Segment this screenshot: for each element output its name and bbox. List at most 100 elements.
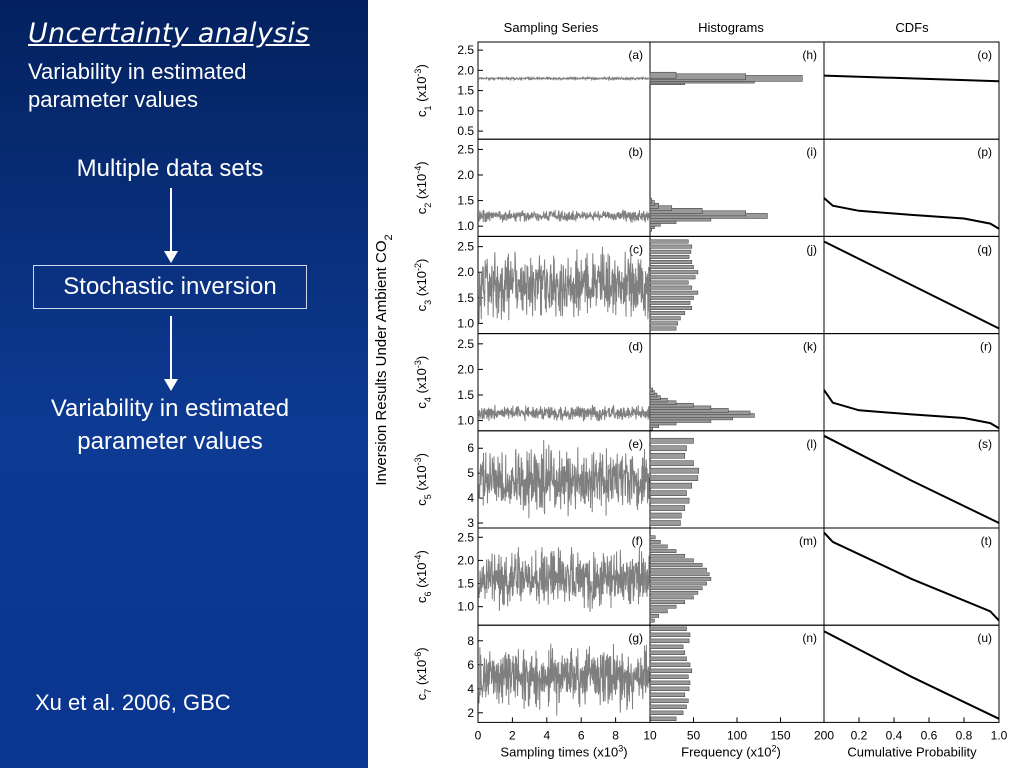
histogram-bar-j — [649, 316, 681, 321]
ytick-label: 1.0 — [457, 600, 474, 614]
sampling-series-c — [478, 246, 650, 324]
xlabel-close: ) — [777, 744, 781, 759]
flow-step-stochastic-inversion: Stochastic inversion — [33, 265, 307, 309]
cdf-curve-t — [823, 531, 1000, 622]
ytick-label: 2.5 — [457, 240, 474, 254]
xlabel-close: ) — [623, 744, 627, 759]
ytick-label: 6 — [467, 658, 474, 672]
row-ylabel-part: ) — [414, 64, 429, 68]
histogram-bar-m — [649, 544, 668, 549]
ytick-label: 2.5 — [457, 530, 474, 544]
row-ylabel-0: c1 (x10-3) — [413, 64, 433, 117]
histogram-bar-m — [649, 558, 694, 563]
panel-letter-r: (r) — [980, 340, 992, 354]
panel-letter-u: (u) — [977, 631, 992, 645]
row-ylabel-part: -4 — [413, 166, 423, 174]
panel-letter-q: (q) — [977, 242, 992, 256]
xtick-label: 150 — [770, 728, 790, 742]
histogram-bar-m — [649, 540, 661, 544]
xtick-label: 0.2 — [851, 728, 868, 742]
sampling-series-d — [478, 404, 650, 422]
panel-letter-a: (a) — [628, 48, 643, 62]
histogram-bar-j — [649, 326, 677, 331]
column-title-2: CDFs — [895, 20, 929, 35]
row-ylabel-part: ) — [414, 161, 429, 165]
panel-letter-e: (e) — [628, 437, 643, 451]
xlabel-0: Sampling times (x103) — [500, 743, 627, 759]
row-ylabel-3: c4 (x10-3) — [413, 356, 433, 409]
panel-frame-1-2 — [823, 138, 1000, 237]
panel-letter-l: (l) — [806, 437, 817, 451]
panel-letter-n: (n) — [802, 631, 817, 645]
row-ylabel-part: ) — [414, 453, 429, 457]
flow-arrow-2-head — [164, 379, 178, 391]
panel-letter-p: (p) — [977, 145, 992, 159]
row-ylabel-part: (x10 — [414, 465, 429, 494]
histogram-bar-j — [649, 275, 696, 280]
ytick-label: 2.0 — [457, 168, 474, 182]
row-ylabel-6: c7 (x10-6) — [413, 647, 433, 700]
sampling-series-e — [478, 439, 650, 519]
panel-letter-d: (d) — [628, 340, 643, 354]
row-ylabel-part: 3 — [423, 300, 433, 305]
row-ylabel-part: 2 — [423, 203, 433, 208]
ytick-label: 2.0 — [457, 553, 474, 567]
histogram-bar-m — [649, 614, 659, 618]
panel-letter-i: (i) — [806, 145, 817, 159]
xtick-label: 0.6 — [921, 728, 938, 742]
histogram-bar-m — [649, 590, 699, 595]
row-ylabel-part: ) — [414, 356, 429, 360]
panel-frame-3-2 — [823, 333, 1000, 432]
row-ylabel-part: (x10 — [414, 271, 429, 300]
histogram-bar-n — [649, 692, 686, 697]
row-ylabel-part: (x10 — [414, 77, 429, 106]
row-ylabel-part: c — [414, 402, 429, 409]
ytick-label: 3 — [467, 516, 474, 530]
histogram-bar-l — [649, 452, 686, 459]
row-ylabel-part: -3 — [413, 457, 423, 465]
row-ylabel-part: -3 — [413, 360, 423, 368]
row-ylabel-part: 4 — [423, 397, 433, 402]
xtick-label: 6 — [578, 728, 585, 742]
histogram-bar-i — [649, 197, 652, 204]
histogram-bar-n — [649, 638, 690, 643]
row-ylabel-part: c — [414, 499, 429, 506]
histogram-bar-j — [649, 321, 679, 326]
xtick-label: 8 — [612, 728, 619, 742]
histogram-bar-n — [649, 680, 691, 685]
histogram-bar-n — [649, 698, 689, 703]
panel-letter-s: (s) — [978, 437, 992, 451]
row-ylabel-part: c — [414, 207, 429, 214]
panel-frame-6-2 — [823, 624, 1000, 723]
xtick-label: 0.8 — [956, 728, 973, 742]
histogram-bar-l — [649, 505, 686, 511]
histogram-bar-m — [649, 572, 710, 577]
panel-frame-5-1 — [649, 527, 825, 626]
xlabel-text: Frequency (x10 — [681, 744, 771, 759]
ytick-label: 2.0 — [457, 265, 474, 279]
ytick-label: 2.5 — [457, 142, 474, 156]
row-ylabel-part: c — [414, 596, 429, 603]
histogram-bar-j — [649, 254, 690, 259]
xtick-label: 100 — [727, 728, 747, 742]
xlabel-exp: 2 — [771, 743, 776, 753]
histogram-bar-n — [649, 644, 684, 649]
histogram-bar-n — [649, 650, 686, 655]
row-ylabel-4: c5 (x10-3) — [413, 453, 433, 506]
ytick-label: 2.5 — [457, 337, 474, 351]
histogram-bar-m — [649, 595, 694, 600]
histogram-bar-j — [649, 249, 692, 254]
xtick-label: 2 — [509, 728, 516, 742]
histogram-bar-n — [649, 674, 689, 679]
histogram-bar-l — [649, 482, 693, 489]
left-panel: Uncertainty analysis Variability in esti… — [0, 0, 368, 768]
row-ylabel-part: -4 — [413, 555, 423, 563]
cdf-curve-p — [823, 197, 1000, 230]
flow-step-multiple-data-sets: Multiple data sets — [76, 155, 264, 182]
xlabel-exp: 3 — [618, 743, 623, 753]
row-ylabel-part: 6 — [423, 591, 433, 596]
cdf-curve-o — [823, 74, 1000, 83]
sampling-series-g — [478, 643, 650, 716]
row-ylabel-part: c — [414, 693, 429, 700]
row-ylabel-part: ) — [414, 550, 429, 554]
